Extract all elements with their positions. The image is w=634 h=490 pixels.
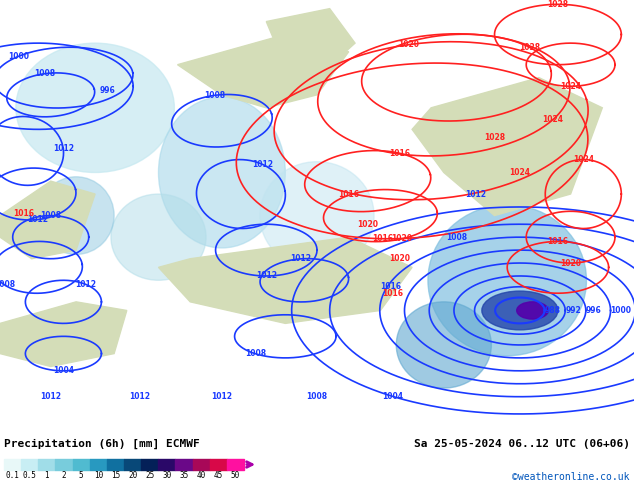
Ellipse shape [482,291,558,330]
Bar [210,459,227,470]
Text: 5: 5 [79,471,84,480]
Ellipse shape [260,162,374,270]
Text: 1012: 1012 [290,254,312,263]
Text: 1028: 1028 [547,0,569,9]
Text: 1016: 1016 [13,209,34,218]
Text: Sa 25-05-2024 06..12 UTC (06+06): Sa 25-05-2024 06..12 UTC (06+06) [414,439,630,449]
Polygon shape [412,77,602,216]
Text: 1016: 1016 [338,190,359,198]
Text: 1024: 1024 [543,115,564,124]
Bar [176,459,193,470]
Ellipse shape [16,43,174,172]
Text: 1012: 1012 [40,392,61,401]
Text: 1016: 1016 [380,282,401,291]
Polygon shape [158,237,412,323]
Text: 1012: 1012 [27,215,48,224]
Text: 40: 40 [197,471,206,480]
Bar [141,459,158,470]
Text: 1016: 1016 [547,237,569,246]
Polygon shape [0,181,95,259]
Text: 1004: 1004 [382,392,404,401]
Bar [38,459,55,470]
Bar [158,459,176,470]
Ellipse shape [158,97,285,248]
Ellipse shape [38,177,114,254]
Text: 50: 50 [231,471,240,480]
Text: 996: 996 [586,306,602,315]
Text: 1000: 1000 [611,306,631,315]
Text: 20: 20 [128,471,137,480]
Text: 0.1: 0.1 [6,471,20,480]
Text: 1016: 1016 [372,234,393,243]
Text: 0.5: 0.5 [23,471,37,480]
Text: 1008: 1008 [40,211,61,220]
Text: 1012: 1012 [252,160,273,169]
Bar [124,459,141,470]
Text: 1020: 1020 [560,259,581,268]
Text: 15: 15 [111,471,120,480]
Text: ©weatheronline.co.uk: ©weatheronline.co.uk [512,472,630,482]
Ellipse shape [428,205,586,356]
Text: 1020: 1020 [391,234,412,244]
Text: 1: 1 [44,471,49,480]
Text: Precipitation (6h) [mm] ECMWF: Precipitation (6h) [mm] ECMWF [4,439,200,449]
Text: 1020: 1020 [357,220,378,229]
Text: 1008: 1008 [446,233,467,242]
Bar [193,459,210,470]
Text: 1028: 1028 [484,133,505,143]
Polygon shape [266,9,355,77]
Text: 1012: 1012 [256,271,277,280]
Bar [4,459,21,470]
Text: 25: 25 [145,471,154,480]
Text: 1020: 1020 [398,40,419,49]
Bar [107,459,124,470]
Ellipse shape [111,194,206,280]
Bar [55,459,72,470]
Ellipse shape [517,302,548,319]
Text: 1008: 1008 [0,280,15,290]
Polygon shape [0,302,127,367]
Text: 1012: 1012 [129,392,150,401]
Text: 1024: 1024 [509,168,531,177]
Text: 35: 35 [179,471,189,480]
Ellipse shape [396,302,491,388]
Text: 1016: 1016 [382,289,404,298]
Text: 1008: 1008 [306,392,328,401]
Text: 30: 30 [162,471,171,480]
Text: 996: 996 [100,86,115,95]
Text: 1012: 1012 [53,144,74,153]
Text: 1024: 1024 [560,82,581,91]
Polygon shape [178,34,349,108]
Text: 1024: 1024 [573,155,594,164]
Bar [227,459,244,470]
Text: 2: 2 [61,471,67,480]
Text: 1008: 1008 [204,91,225,100]
Text: 988: 988 [545,306,560,315]
Text: 992: 992 [566,306,581,315]
Text: 1008: 1008 [245,349,266,358]
Bar [21,459,38,470]
Text: 1016: 1016 [389,148,410,158]
Text: 45: 45 [214,471,223,480]
Text: 1012: 1012 [465,190,486,198]
Bar [72,459,90,470]
Text: 1012: 1012 [211,392,233,401]
Text: 1020: 1020 [389,254,410,263]
Text: 1008: 1008 [34,69,55,78]
Text: 1012: 1012 [75,280,96,289]
Text: 10: 10 [94,471,103,480]
Text: 1028: 1028 [519,43,540,51]
Text: 1000: 1000 [8,51,30,61]
Bar [90,459,107,470]
Text: 1004: 1004 [53,367,74,375]
